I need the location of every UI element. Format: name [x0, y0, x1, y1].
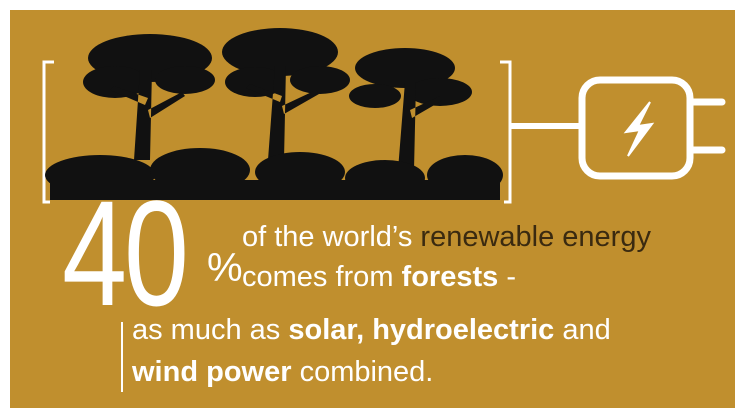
text: as much as — [132, 314, 281, 346]
plug-icon — [578, 76, 726, 180]
infographic-panel: 40 % of the world’s renewable energy com… — [10, 10, 735, 408]
left-bracket — [42, 60, 54, 204]
text-line: as much as solar, hydroelectric and — [132, 313, 611, 347]
text: and — [562, 314, 611, 346]
text: of the world’s — [242, 221, 413, 253]
trees — [45, 28, 503, 200]
bold-text: wind power — [132, 356, 292, 388]
stat-number: 40 — [62, 169, 189, 337]
brackets — [42, 60, 580, 204]
text-line: comes from forests - — [242, 260, 516, 294]
illustration — [42, 28, 726, 392]
text-line: of the world’s renewable energy — [242, 220, 651, 254]
text: comes from — [242, 261, 394, 293]
text: combined. — [299, 356, 434, 388]
stat-unit: % — [207, 246, 243, 290]
text: - — [506, 261, 516, 293]
right-bracket — [500, 60, 512, 204]
bold-text: forests — [401, 261, 499, 293]
highlight: renewable energy — [420, 221, 651, 253]
bold-text: solar, hydroelectric — [288, 314, 555, 346]
text-line: wind power combined. — [132, 355, 433, 389]
